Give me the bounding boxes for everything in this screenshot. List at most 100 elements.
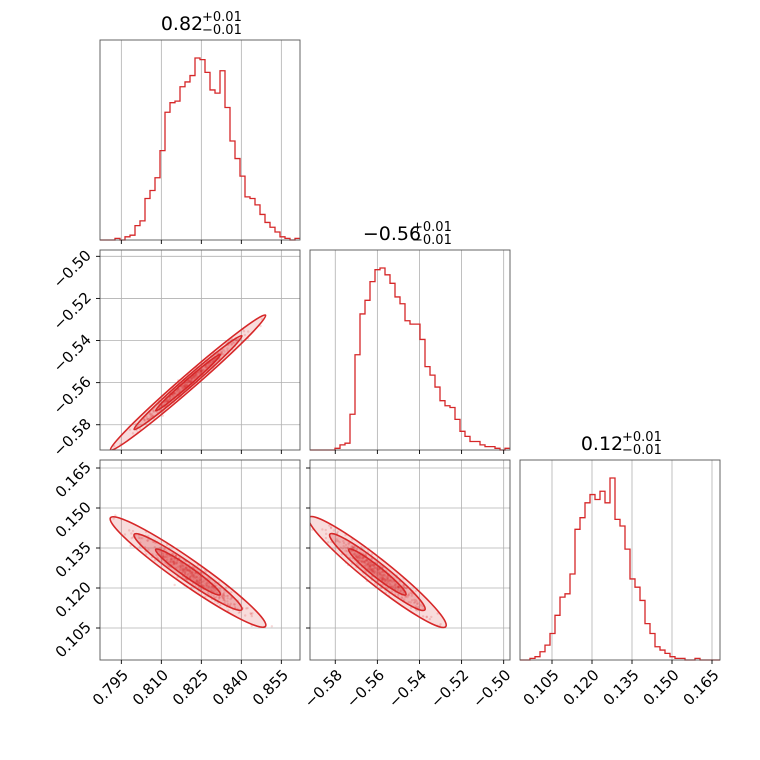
sample-point [202,368,205,372]
sample-point [166,564,169,567]
sample-point [190,570,194,574]
sample-point [190,571,193,575]
sample-point [381,566,384,569]
contour-level-2 [347,548,407,596]
sample-point [352,546,355,550]
sample-point [199,369,203,373]
title-minus-error: −0.01 [412,233,452,248]
sample-point [199,579,202,582]
sample-point [194,571,197,575]
sample-point [372,570,375,574]
sample-point [128,529,131,532]
sample-point [347,541,350,545]
contour-level-0 [109,515,267,629]
y-tick-label: −0.52 [50,289,95,334]
sample-point [184,382,188,386]
sample-point [352,545,355,548]
sample-point [130,536,133,540]
sample-point [181,568,185,572]
sample-point [156,549,159,552]
sample-point [215,595,218,599]
sample-point [186,572,190,576]
sample-point [190,377,193,380]
sample-point [341,547,344,550]
sample-point [378,568,381,571]
sample-point [182,385,186,388]
sample-point [410,592,414,595]
sample-point [369,562,372,565]
y-tick-label: 0.150 [52,498,95,541]
sample-point [180,568,183,572]
sample-point [225,594,229,598]
sample-point [112,444,116,448]
sample-point [371,563,375,567]
sample-point [175,562,178,566]
sample-point [354,556,358,559]
sample-point [366,563,369,567]
sample-point [414,605,417,608]
sample-point [204,365,208,369]
sample-point [174,562,177,565]
sample-point [190,575,193,578]
sample-point [375,570,378,573]
sample-point [364,553,367,556]
sample-point [329,526,333,530]
sample-point [364,564,367,567]
sample-point [350,546,353,549]
sample-point [161,414,164,417]
scatter-p1-vs-p0-frame [99,249,301,451]
sample-point [173,560,176,563]
sample-point [139,536,142,540]
sample-point [182,384,185,388]
title-minus-error: −0.01 [622,443,662,458]
sample-point [230,342,234,346]
sample-point [173,392,176,395]
sample-point [182,386,185,390]
panel-title-2: 0.12+0.01−0.01 [581,430,662,458]
sample-point [191,571,194,574]
sample-point [368,564,372,568]
sample-point [249,612,252,615]
sample-point [165,558,169,562]
sample-point [221,594,224,598]
title-plus-error: +0.01 [202,10,242,25]
sample-point [188,575,191,578]
x-tick-label: 0.105 [520,666,563,709]
sample-point [202,584,206,588]
sample-point [379,572,382,576]
sample-point [342,539,345,543]
sample-point [370,553,374,556]
sample-point [354,554,357,557]
sample-point [207,585,211,588]
sample-point [410,594,413,597]
contour-level-0 [109,314,267,450]
sample-point [365,559,369,562]
sample-point [185,568,188,572]
sample-point [186,381,189,385]
sample-point [358,555,361,558]
sample-point [204,584,207,587]
scatter-p2-vs-p1 [306,459,511,664]
sample-point [184,570,187,574]
sample-point [203,569,207,572]
contour-level-2 [154,353,222,412]
sample-point [389,583,392,586]
sample-point [238,610,242,614]
sample-point [381,573,385,576]
sample-point [131,432,135,435]
sample-point [171,561,175,564]
sample-point [363,560,367,563]
sample-point [406,595,409,599]
sample-point [339,546,342,549]
hist-0-frame [99,39,301,241]
sample-point [361,557,364,560]
title-minus-error: −0.01 [202,23,242,38]
sample-point [166,555,169,559]
sample-point [189,380,192,383]
sample-point [249,612,253,616]
sample-point [208,578,212,581]
sample-point [363,561,367,565]
sample-point [166,399,169,402]
sample-point [347,543,350,546]
sample-point [190,376,193,380]
